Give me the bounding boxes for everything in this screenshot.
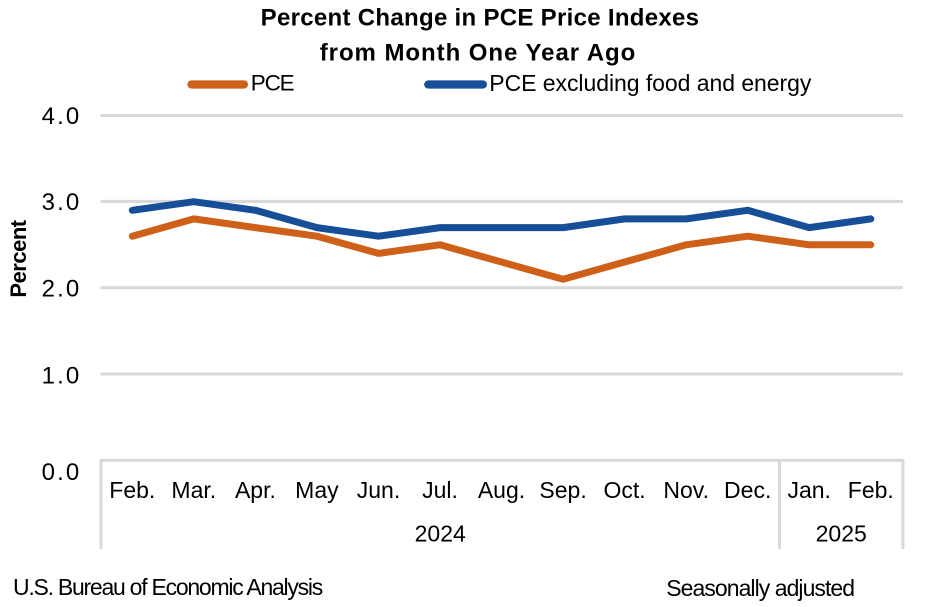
svg-text:2.0: 2.0 [42, 276, 82, 303]
svg-text:4.0: 4.0 [42, 103, 82, 130]
svg-text:Dec.: Dec. [724, 477, 771, 503]
svg-text:Seasonally adjusted: Seasonally adjusted [666, 575, 854, 601]
svg-text:Apr.: Apr. [235, 477, 276, 503]
svg-text:Jun.: Jun. [357, 477, 400, 503]
svg-text:1.0: 1.0 [42, 362, 82, 389]
svg-text:Percent: Percent [6, 219, 31, 297]
svg-text:Feb.: Feb. [848, 477, 894, 503]
svg-text:Feb.: Feb. [109, 477, 155, 503]
svg-text:PCE excluding food and energy: PCE excluding food and energy [489, 70, 812, 96]
svg-text:from Month One Year Ago: from Month One Year Ago [320, 40, 637, 67]
svg-text:2024: 2024 [415, 521, 466, 547]
svg-text:Jan.: Jan. [787, 477, 830, 503]
svg-text:Aug.: Aug. [478, 477, 525, 503]
svg-text:May: May [295, 477, 339, 503]
svg-text:2025: 2025 [816, 521, 867, 547]
svg-text:Nov.: Nov. [663, 477, 709, 503]
svg-text:Jul.: Jul. [422, 477, 458, 503]
svg-text:Percent Change in PCE Price In: Percent Change in PCE Price Indexes [261, 5, 700, 32]
svg-text:PCE: PCE [251, 70, 295, 95]
svg-text:Mar.: Mar. [171, 477, 216, 503]
svg-text:0.0: 0.0 [42, 459, 82, 486]
svg-text:3.0: 3.0 [42, 189, 82, 216]
svg-text:Sep.: Sep. [539, 477, 586, 503]
svg-text:Oct.: Oct. [604, 477, 646, 503]
svg-text:U.S. Bureau of Economic Analys: U.S. Bureau of Economic Analysis [13, 574, 323, 600]
